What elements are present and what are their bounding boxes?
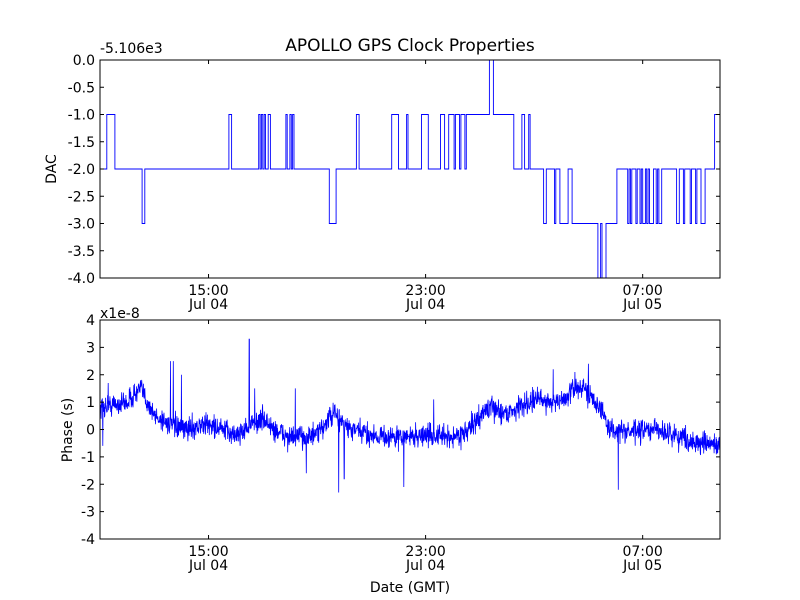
phase-ytick-label: -3	[81, 505, 95, 521]
phase-xtick-time: 15:00	[188, 544, 228, 560]
dac-series-line	[100, 60, 720, 278]
dac-ytick-label: -0.5	[68, 80, 95, 96]
phase-series-line	[100, 338, 720, 493]
dac-xtick-time: 23:00	[405, 283, 445, 299]
phase-xtick-date: Jul 04	[405, 558, 445, 574]
dac-ytick-label: -3.5	[68, 244, 95, 260]
dac-ytick-label: -1.5	[68, 135, 95, 151]
dac-ytick-label: -4.0	[68, 271, 95, 287]
dac-ytick-label: -1.0	[68, 108, 95, 124]
dac-ytick-label: -2.5	[68, 189, 95, 205]
dac-ytick-label: -3.0	[68, 217, 95, 233]
dac-y-axis-label: DAC	[44, 154, 60, 184]
dac-xtick-time: 07:00	[622, 283, 662, 299]
dac-offset-label: -5.106e3	[100, 41, 163, 57]
phase-ytick-label: -1	[81, 450, 95, 466]
dac-xtick-date: Jul 05	[622, 297, 662, 313]
phase-x-axis-label: Date (GMT)	[370, 580, 450, 596]
phase-xtick-time: 07:00	[622, 544, 662, 560]
phase-xtick-date: Jul 05	[622, 558, 662, 574]
phase-xtick-date: Jul 04	[188, 558, 228, 574]
dac-xtick-date: Jul 04	[405, 297, 445, 313]
dac-xtick-time: 15:00	[188, 283, 228, 299]
figure-title: APOLLO GPS Clock Properties	[285, 36, 535, 56]
phase-ytick-label: 3	[86, 340, 95, 356]
phase-y-axis-label: Phase (s)	[60, 398, 76, 462]
phase-xtick-time: 23:00	[405, 544, 445, 560]
phase-ytick-label: -2	[81, 477, 95, 493]
dac-xtick-date: Jul 04	[188, 297, 228, 313]
phase-ytick-label: 0	[86, 423, 95, 439]
dac-ytick-label: -2.0	[68, 162, 95, 178]
phase-offset-label: x1e-8	[100, 306, 140, 322]
dac-chart: 0.0 -0.5 -1.0 -1.5 -2.0 -2.5 -3.0 -3.5 -4.0 15:0…	[44, 41, 721, 313]
phase-ytick-label: -4	[81, 532, 95, 548]
phase-ytick-label: 4	[86, 313, 95, 329]
dac-ytick-label: 0.0	[73, 53, 95, 69]
phase-ytick-label: 2	[86, 368, 95, 384]
phase-ytick-label: 1	[86, 395, 95, 411]
